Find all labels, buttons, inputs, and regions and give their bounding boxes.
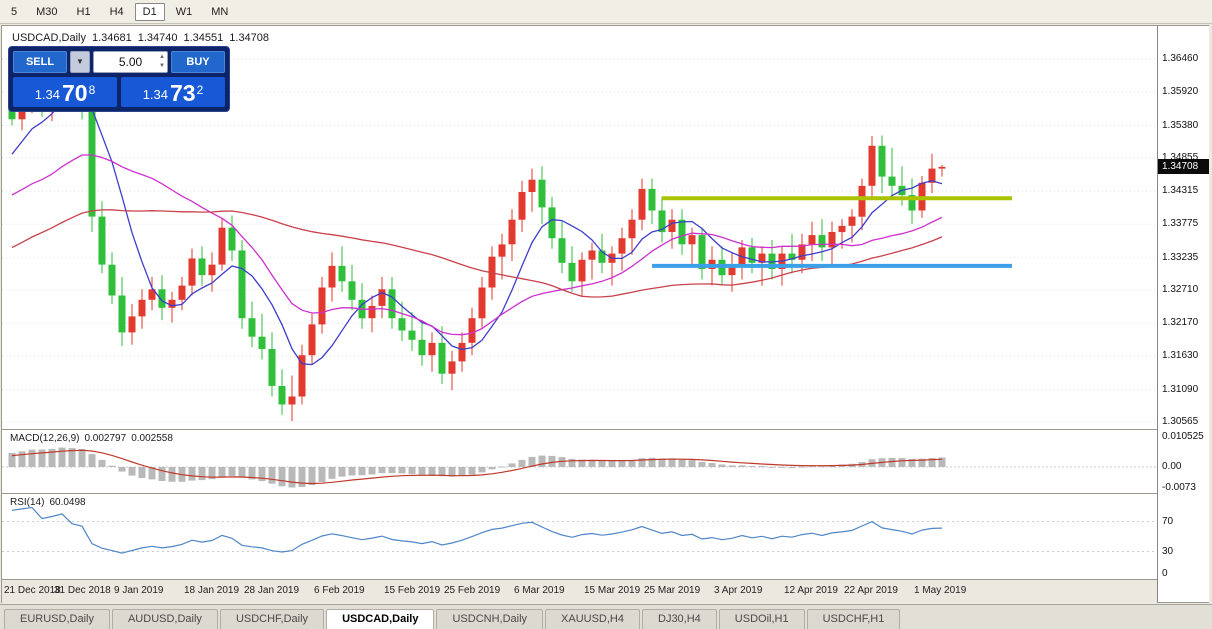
sell-price-big: 70: [62, 80, 88, 106]
rsi-name: RSI(14): [10, 497, 45, 508]
volume-dropdown-button[interactable]: ▼: [70, 51, 90, 73]
chart-tab-usdchf-daily[interactable]: USDCHF,Daily: [219, 609, 325, 629]
price-tick: 1.31090: [1162, 383, 1199, 395]
buy-price-big: 73: [170, 80, 196, 106]
sell-price-prefix: 1.34: [34, 87, 61, 102]
rsi-value: 60.0498: [49, 497, 86, 508]
chart-title: USDCAD,Daily 1.34681 1.34740 1.34551 1.34708: [12, 32, 275, 44]
date-label: 6 Mar 2019: [514, 585, 565, 596]
ohlc-high: 1.34740: [137, 32, 178, 44]
macd-name: MACD(12,26,9): [10, 433, 80, 444]
price-tick: 1.34315: [1162, 185, 1199, 197]
timeframe-button-m30[interactable]: M30: [36, 5, 58, 18]
macd-panel-canvas[interactable]: [2, 430, 1157, 493]
rsi-indicator-label: RSI(14) 60.0498: [10, 497, 91, 508]
time-axis[interactable]: 21 Dec 2018 31 Dec 2018 9 Jan 2019 18 Jan 2…: [2, 579, 1157, 603]
date-label: 21 Dec 2018: [4, 585, 61, 596]
macd-scale-tick: -0.0073: [1162, 481, 1196, 493]
chart-tab-audusd-daily[interactable]: AUDUSD,Daily: [111, 609, 218, 629]
spin-down-icon: ▼: [159, 63, 165, 69]
ohlc-close: 1.34708: [229, 32, 270, 44]
spin-up-icon: ▲: [159, 54, 165, 60]
price-tick: 1.33235: [1162, 251, 1199, 263]
volume-value: 5.00: [118, 55, 143, 69]
last-price-badge: 1.34708: [1158, 159, 1209, 175]
date-label: 15 Mar 2019: [584, 585, 641, 596]
date-label: 25 Mar 2019: [644, 585, 701, 596]
price-tick: 1.33775: [1162, 218, 1199, 230]
rsi-scale-tick: 70: [1162, 515, 1174, 527]
timeframe-button-h1[interactable]: H1: [76, 5, 91, 18]
price-scale[interactable]: 1.34708 1.36460 1.35920 1.35380 1.34855 1.34…: [1157, 26, 1209, 602]
price-tick: 1.34855: [1162, 151, 1199, 163]
volume-spinner[interactable]: ▲ ▼: [159, 53, 165, 71]
chart-window[interactable]: USDCAD,Daily 1.34681 1.34740 1.34551 1.34708…: [1, 25, 1209, 603]
price-tick: 1.30565: [1162, 416, 1199, 427]
buy-button[interactable]: BUY: [171, 51, 225, 73]
timeframe-button-w1[interactable]: W1: [175, 5, 193, 18]
chart-tab-usdcnh-daily[interactable]: USDCNH,Daily: [436, 609, 544, 629]
sell-button[interactable]: SELL: [13, 51, 67, 73]
date-label: 3 Apr 2019: [714, 585, 763, 596]
price-tick: 1.31630: [1162, 350, 1199, 362]
date-label: 22 Apr 2019: [844, 585, 898, 596]
date-label: 28 Jan 2019: [244, 585, 300, 596]
sell-price-pip: 8: [88, 83, 96, 97]
chart-tab-dj30-h4[interactable]: DJ30,H4: [642, 609, 717, 629]
chart-tab-usdoil-h1[interactable]: USDOil,H1: [718, 609, 805, 629]
chart-tab-usdchf-h1[interactable]: USDCHF,H1: [806, 609, 901, 629]
symbol-title: USDCAD,Daily: [12, 32, 86, 44]
price-tick: 1.36460: [1162, 53, 1199, 64]
price-tick: 1.32170: [1162, 317, 1199, 329]
chart-tab-xauusd-h4[interactable]: XAUUSD,H4: [545, 609, 640, 629]
rsi-panel-canvas[interactable]: [2, 494, 1157, 578]
rsi-scale-tick: 30: [1162, 545, 1174, 557]
chart-tab-eurusd-daily[interactable]: EURUSD,Daily: [4, 609, 110, 629]
timeframe-button-h4[interactable]: H4: [109, 5, 124, 18]
date-label: 31 Dec 2018: [54, 585, 111, 596]
buy-price-display[interactable]: 1.34 73 2: [121, 77, 225, 107]
chevron-down-icon: ▼: [76, 57, 84, 66]
macd-scale-tick: 0.010525: [1162, 431, 1204, 442]
panel-separator[interactable]: [2, 429, 1157, 430]
date-label: 6 Feb 2019: [314, 585, 365, 596]
ohlc-low: 1.34551: [183, 32, 224, 44]
panel-separator[interactable]: [2, 493, 1157, 494]
chart-tab-usdcad-daily[interactable]: USDCAD,Daily: [326, 609, 435, 629]
date-label: 15 Feb 2019: [384, 585, 441, 596]
chart-tab-bar: EURUSD,Daily AUDUSD,Daily USDCHF,Daily USDC…: [0, 604, 1212, 629]
buy-price-prefix: 1.34: [142, 87, 169, 102]
buy-price-pip: 2: [196, 83, 204, 97]
timeframe-button-5[interactable]: 5: [11, 5, 18, 18]
macd-value: 0.002797: [84, 433, 127, 444]
date-label: 12 Apr 2019: [784, 585, 838, 596]
volume-input[interactable]: 5.00 ▲ ▼: [93, 51, 168, 73]
ohlc-open: 1.34681: [91, 32, 132, 44]
timeframe-button-d1[interactable]: D1: [134, 2, 165, 21]
timeframe-toolbar: 5 M30 H1 H4 D1 W1 MN: [0, 0, 1212, 24]
price-tick: 1.35380: [1162, 119, 1199, 131]
rsi-scale-tick: 0: [1162, 568, 1168, 579]
date-label: 18 Jan 2019: [184, 585, 240, 596]
date-label: 9 Jan 2019: [114, 585, 164, 596]
price-tick: 1.35920: [1162, 86, 1199, 98]
timeframe-button-mn[interactable]: MN: [211, 5, 229, 18]
sell-price-display[interactable]: 1.34 70 8: [13, 77, 117, 107]
macd-indicator-label: MACD(12,26,9) 0.002797 0.002558: [10, 433, 178, 444]
macd-scale-tick: 0.00: [1162, 461, 1182, 472]
price-tick: 1.32710: [1162, 283, 1199, 295]
one-click-trade-panel: SELL ▼ 5.00 ▲ ▼ BUY 1.34 70 8 1.34 73 2: [8, 46, 230, 112]
date-label: 25 Feb 2019: [444, 585, 501, 596]
macd-signal-value: 0.002558: [131, 433, 173, 444]
date-label: 1 May 2019: [914, 585, 967, 596]
